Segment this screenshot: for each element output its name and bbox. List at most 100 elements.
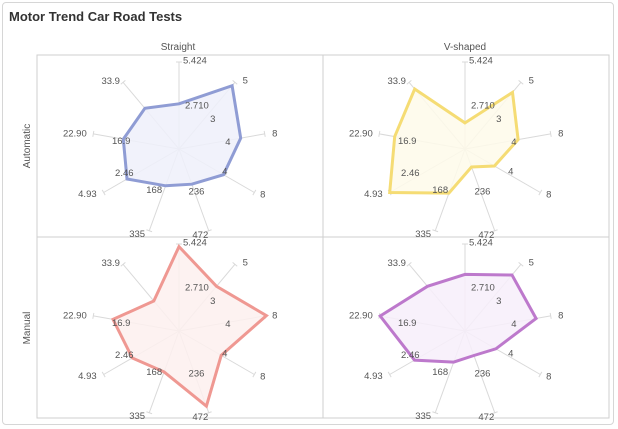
axis-mid-label: 4 [511,319,516,330]
axis-max-label: 8 [260,372,265,383]
axis-mid-label: 16.9 [112,136,131,147]
radar-spoke-tick [120,262,126,267]
chart-frame [2,2,614,425]
axis-mid-label: 236 [189,369,205,380]
radar-spoke-tick [232,262,238,267]
axis-max-label: 8 [558,310,563,321]
radar-spoke-tick [252,189,257,196]
row-title-manual: Manual [22,312,33,345]
radar-series-polygon [377,272,539,364]
axis-mid-label: 4 [222,349,227,360]
axis-max-label: 5.424 [183,237,207,248]
axis-mid-label: 16.9 [398,136,417,147]
radar-series-polygon [110,243,269,409]
axis-max-label: 5.424 [469,237,493,248]
radar-series-polygon [121,83,243,188]
axis-mid-label: 3 [210,114,215,125]
axis-mid-label: 2.46 [401,168,420,179]
axis-mid-label: 4 [225,319,230,330]
axis-max-label: 33.9 [387,76,406,87]
axis-mid-label: 3 [496,114,501,125]
radar-spoke-tick [406,262,412,267]
chart-title: Motor Trend Car Road Tests [9,9,183,24]
radar-spoke-tick [146,229,153,233]
radar-series-polygon [388,86,520,195]
axis-mid-label: 236 [189,187,205,198]
axis-mid-label: 168 [146,185,162,196]
axis-mid-label: 16.9 [112,318,131,329]
radar-spoke-tick [387,371,392,378]
axis-mid-label: 2.710 [471,101,495,112]
axis-max-label: 472 [192,412,208,423]
radar-spoke-tick [92,130,95,137]
radar-spoke-tick [491,229,498,233]
axis-max-label: 5.424 [469,55,493,66]
radar-spoke-tick [146,411,153,415]
axis-max-label: 8 [260,190,265,201]
radar-spoke-tick [378,130,381,137]
axis-mid-label: 4 [508,349,513,360]
axis-max-label: 22.90 [349,128,373,139]
axis-max-label: 4.93 [78,371,97,382]
axis-mid-label: 3 [496,296,501,307]
axis-max-label: 5 [243,257,248,268]
axis-max-label: 8 [558,128,563,139]
axis-max-label: 335 [129,229,145,240]
axis-mid-label: 4 [511,137,516,148]
axis-max-label: 22.90 [63,128,87,139]
radar-spoke-tick [549,130,552,137]
radar-spoke-tick [232,80,238,85]
axis-mid-label: 4 [222,167,227,178]
axis-max-label: 33.9 [101,258,120,269]
radar-spoke-tick [101,189,106,196]
radar-spoke-tick [120,80,126,85]
axis-max-label: 8 [546,190,551,201]
axis-max-label: 4.93 [364,371,383,382]
row-title-automatic: Automatic [22,124,33,168]
axis-max-label: 8 [272,128,277,139]
axis-max-label: 8 [546,372,551,383]
axis-max-label: 33.9 [101,76,120,87]
radar-spoke-tick [92,312,95,319]
axis-max-label: 5.424 [183,55,207,66]
axis-max-label: 5 [529,257,534,268]
axis-mid-label: 168 [146,367,162,378]
radar-spoke-tick [432,229,439,233]
axis-mid-label: 2.46 [401,350,420,361]
column-title-straight: Straight [161,42,196,53]
axis-max-label: 33.9 [387,258,406,269]
axis-mid-label: 3 [210,296,215,307]
axis-mid-label: 168 [432,367,448,378]
radar-spoke-tick [518,262,524,267]
axis-max-label: 22.90 [349,310,373,321]
axis-mid-label: 168 [432,185,448,196]
radar-spoke-tick [432,411,439,415]
axis-mid-label: 4 [225,137,230,148]
axis-mid-label: 2.46 [115,168,134,179]
axis-max-label: 4.93 [78,189,97,200]
axis-max-label: 335 [415,229,431,240]
axis-mid-label: 2.46 [115,350,134,361]
axis-max-label: 4.93 [364,189,383,200]
axis-mid-label: 2.710 [185,101,209,112]
axis-max-label: 472 [478,230,494,241]
axis-mid-label: 16.9 [398,318,417,329]
axis-max-label: 335 [415,411,431,422]
radar-spoke-tick [205,229,212,233]
radar-spoke-tick [252,371,257,378]
axis-max-label: 5 [243,75,248,86]
column-title-v-shaped: V-shaped [444,42,486,53]
axis-max-label: 22.90 [63,310,87,321]
axis-max-label: 472 [478,412,494,423]
radar-spoke-tick [406,80,412,85]
radar-spoke-tick [518,80,524,85]
axis-mid-label: 4 [508,167,513,178]
axis-mid-label: 2.710 [471,283,495,294]
axis-mid-label: 236 [475,369,491,380]
axis-max-label: 335 [129,411,145,422]
radar-spoke-tick [263,130,266,137]
